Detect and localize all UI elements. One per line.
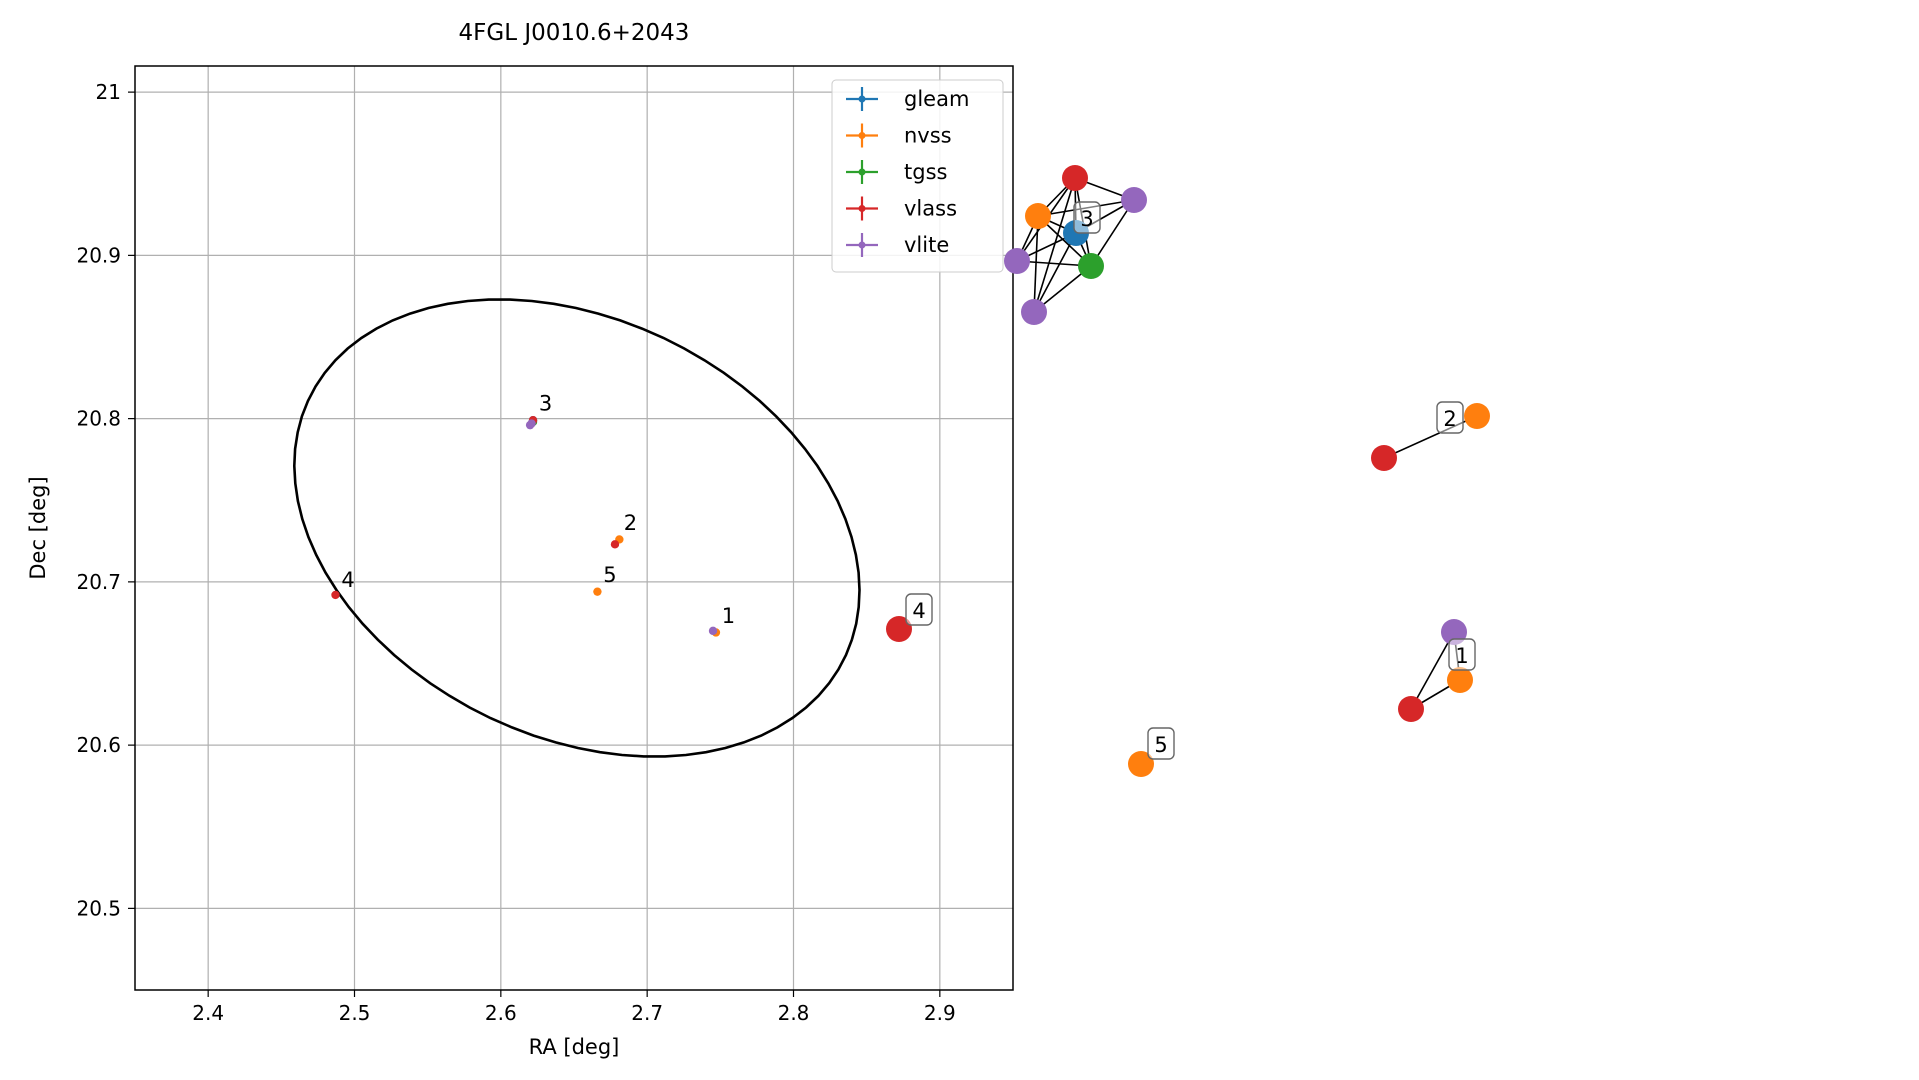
network-edge (1033, 177, 1076, 313)
error-ellipse-outline (292, 298, 861, 758)
x-tick-label: 2.7 (631, 1001, 663, 1025)
legend-entry-vlite: vlite (904, 233, 949, 257)
x-tick-label: 2.5 (339, 1001, 371, 1025)
network-node (1062, 165, 1088, 191)
network-label-box (1448, 638, 1476, 671)
network-node (1371, 445, 1397, 471)
error-ellipse (292, 298, 861, 758)
y-tick-label: 20.5 (76, 896, 121, 920)
network-node (1004, 248, 1030, 274)
network-node (1025, 203, 1051, 229)
nvss-point (593, 587, 602, 596)
network-labels: 3 2 4 1 5 (905, 201, 1476, 760)
gleam-legend-marker-dot (858, 95, 866, 103)
network-node (1021, 299, 1047, 325)
legend: gleam nvss tgss vlass vlite (831, 79, 1004, 273)
network-label: 5 (1147, 727, 1175, 760)
network-nodes (886, 165, 1490, 777)
legend-entry-tgss: tgss (904, 160, 947, 184)
scatter-panel: 4FGL J0010.6+2043 1 2 3 4 5 2.4 2.5 2.6 2.7 2.8 2… (26, 20, 1014, 1059)
y-tick-label: 20.9 (76, 243, 121, 267)
network-label: 3 (1073, 201, 1101, 234)
network-label-box (1147, 727, 1175, 760)
network-panel: 3 2 4 1 5 (886, 165, 1490, 777)
source-annotations: 1 2 3 4 5 (341, 392, 735, 628)
legend-box (831, 79, 1004, 273)
y-tick-label: 21 (96, 80, 121, 104)
y-tick-label: 20.7 (76, 570, 121, 594)
network-label-box (1436, 401, 1464, 434)
vlass-legend-marker-dot (858, 205, 866, 212)
network-node (1447, 667, 1473, 693)
network-label: 4 (905, 593, 933, 626)
vlite-point (527, 419, 536, 428)
network-label-text: 3 (1080, 207, 1093, 231)
nvss-legend-marker-dot (858, 132, 866, 139)
network-node (1464, 403, 1490, 429)
point-annotation: 1 (722, 604, 735, 628)
y-tick-label: 20.8 (76, 407, 121, 431)
network-node (886, 616, 912, 642)
network-label-box (905, 593, 933, 626)
chart-title: 4FGL J0010.6+2043 (459, 20, 690, 46)
plot-frame (134, 65, 1014, 991)
network-edge (1033, 215, 1039, 313)
point-annotation: 3 (539, 392, 552, 416)
network-label-text: 1 (1455, 644, 1468, 668)
legend-entry-nvss: nvss (904, 124, 952, 148)
network-node (1121, 187, 1147, 213)
network-label-text: 2 (1443, 407, 1456, 431)
vlite-point (708, 626, 718, 636)
x-axis-label: RA [deg] (529, 1035, 620, 1059)
x-tick-label: 2.9 (924, 1001, 956, 1025)
network-node (1398, 696, 1424, 722)
legend-entry-vlass: vlass (904, 197, 957, 221)
tgss-legend-marker-dot (858, 168, 866, 176)
y-axis-label: Dec [deg] (26, 476, 50, 579)
network-label-box (1073, 201, 1101, 234)
network-edge (1410, 631, 1455, 710)
network-label: 1 (1448, 638, 1476, 671)
y-tick-label: 20.6 (76, 733, 121, 757)
network-label-text: 5 (1154, 733, 1167, 757)
point-annotation: 2 (624, 511, 637, 535)
point-annotation: 5 (603, 563, 616, 587)
vlite-legend-marker-dot (858, 241, 866, 249)
network-label: 2 (1436, 401, 1464, 434)
point-annotation: 4 (341, 568, 354, 592)
vlass-point (331, 590, 340, 600)
network-node (1128, 751, 1154, 777)
legend-entry-gleam: gleam (904, 87, 969, 111)
network-node (1078, 253, 1104, 279)
x-tick-label: 2.8 (778, 1001, 810, 1025)
x-tick-label: 2.6 (485, 1001, 517, 1025)
x-tick-label: 2.4 (192, 1001, 224, 1025)
network-label-text: 4 (912, 599, 925, 623)
network-edge (1033, 232, 1077, 313)
network-edge (1090, 199, 1135, 267)
axis-ticks: 2.4 2.5 2.6 2.7 2.8 2.920.520.620.720.820.921 (76, 80, 955, 1025)
vlass-point (610, 540, 620, 549)
source-points (331, 416, 721, 637)
